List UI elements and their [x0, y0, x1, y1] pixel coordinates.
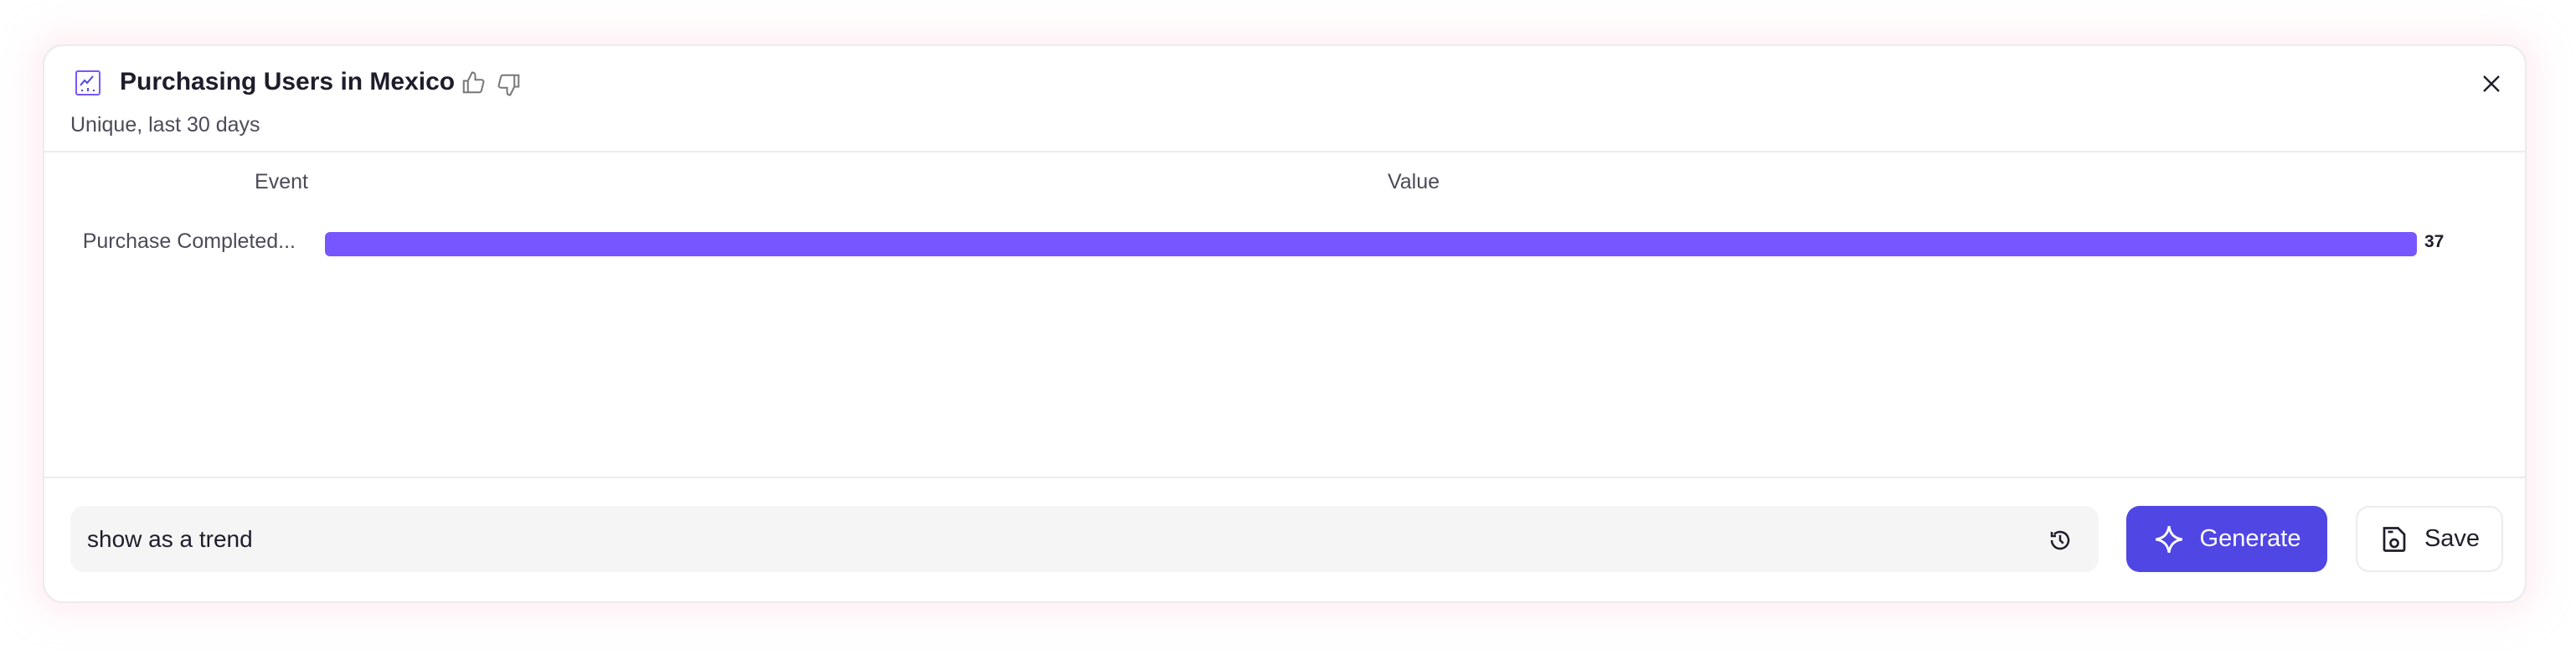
thumbs-down-icon[interactable] [497, 71, 522, 98]
save-icon [2383, 526, 2406, 552]
bar-category-label: Purchase Completed... [82, 230, 296, 253]
subtitle: Unique, last 30 days [70, 113, 260, 137]
save-label: Save [2424, 525, 2481, 552]
line-chart-icon [75, 70, 100, 95]
insight-card: Purchasing Users in Mexico Unique, last … [43, 44, 2527, 603]
thumbs-up-icon[interactable] [461, 70, 486, 96]
save-button[interactable]: Save [2356, 506, 2503, 572]
generate-button[interactable]: Generate [2126, 506, 2327, 572]
divider [44, 477, 2525, 478]
column-header-value: Value [1387, 170, 1440, 193]
sparkle-icon [2155, 525, 2182, 553]
close-icon[interactable] [2481, 74, 2501, 94]
history-icon[interactable] [2048, 528, 2073, 553]
bar-purchase-completed[interactable] [325, 232, 2417, 256]
column-header-event: Event [255, 170, 308, 193]
generate-label: Generate [2199, 525, 2301, 552]
prompt-input[interactable] [70, 506, 2099, 572]
divider [44, 151, 2525, 152]
bar-value-label: 37 [2424, 232, 2445, 251]
page-title: Purchasing Users in Mexico [120, 68, 456, 95]
